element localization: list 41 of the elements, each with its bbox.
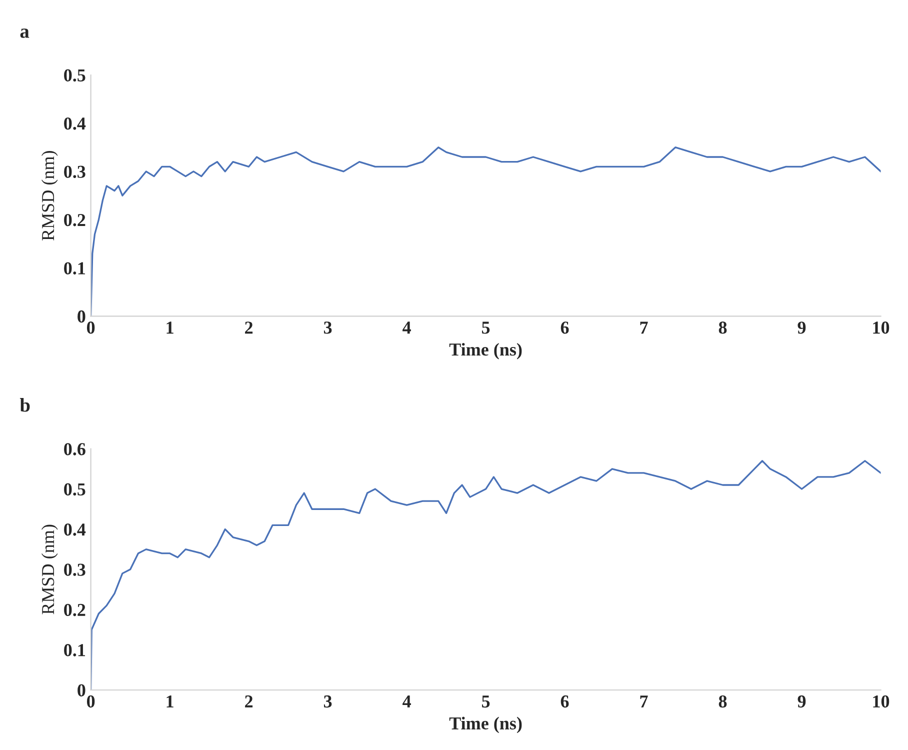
chart-title: a	[20, 28, 30, 38]
y-tick-label: 0.1	[64, 644, 86, 656]
x-tick-label: 1	[166, 695, 174, 708]
y-tick-label: 0.2	[64, 214, 86, 226]
x-tick-label: 7	[640, 322, 648, 334]
chart-title: b	[20, 398, 30, 412]
x-tick-label: 0	[86, 695, 95, 708]
x-tick-label: 8	[718, 322, 727, 334]
x-tick-label: 9	[798, 695, 806, 708]
x-tick-label: 7	[640, 696, 648, 708]
x-tick-label: 8	[718, 695, 727, 708]
x-tick-label: 10	[873, 322, 890, 334]
x-tick-label: 3	[324, 695, 332, 708]
x-tick-label: 1	[166, 322, 174, 334]
y-tick-label: 0.4	[64, 117, 86, 130]
y-tick-label: 0.6	[64, 443, 86, 456]
x-tick-label: 5	[482, 322, 490, 334]
x-tick-label: 0	[86, 322, 95, 334]
x-axis-title: Time (ns)	[449, 342, 522, 360]
y-tick-label: 0.4	[64, 523, 86, 536]
x-axis-title: Time (ns)	[449, 716, 522, 734]
y-tick-label: 0.3	[64, 564, 86, 576]
y-axis-title: RMSD (nm)	[41, 150, 58, 240]
y-tick-label: 0.5	[64, 483, 86, 496]
x-tick-label: 5	[482, 696, 490, 708]
y-tick-label: 0.2	[64, 604, 86, 616]
x-tick-label: 9	[798, 322, 806, 334]
x-tick-label: 4	[402, 322, 411, 334]
y-tick-label: 0.5	[64, 69, 86, 82]
x-tick-label: 2	[245, 695, 253, 708]
y-tick-label: 0	[78, 310, 86, 323]
x-tick-label: 4	[402, 696, 411, 708]
y-tick-label: 0.1	[64, 262, 86, 274]
x-tick-label: 10	[873, 695, 890, 708]
x-tick-label: 3	[324, 322, 332, 334]
y-axis-title: RMSD (nm)	[41, 524, 58, 614]
x-tick-label: 6	[560, 695, 569, 708]
y-tick-label: 0.3	[64, 166, 86, 178]
x-tick-label: 2	[245, 322, 253, 334]
x-tick-label: 6	[560, 322, 569, 334]
y-tick-label: 0	[78, 684, 86, 696]
